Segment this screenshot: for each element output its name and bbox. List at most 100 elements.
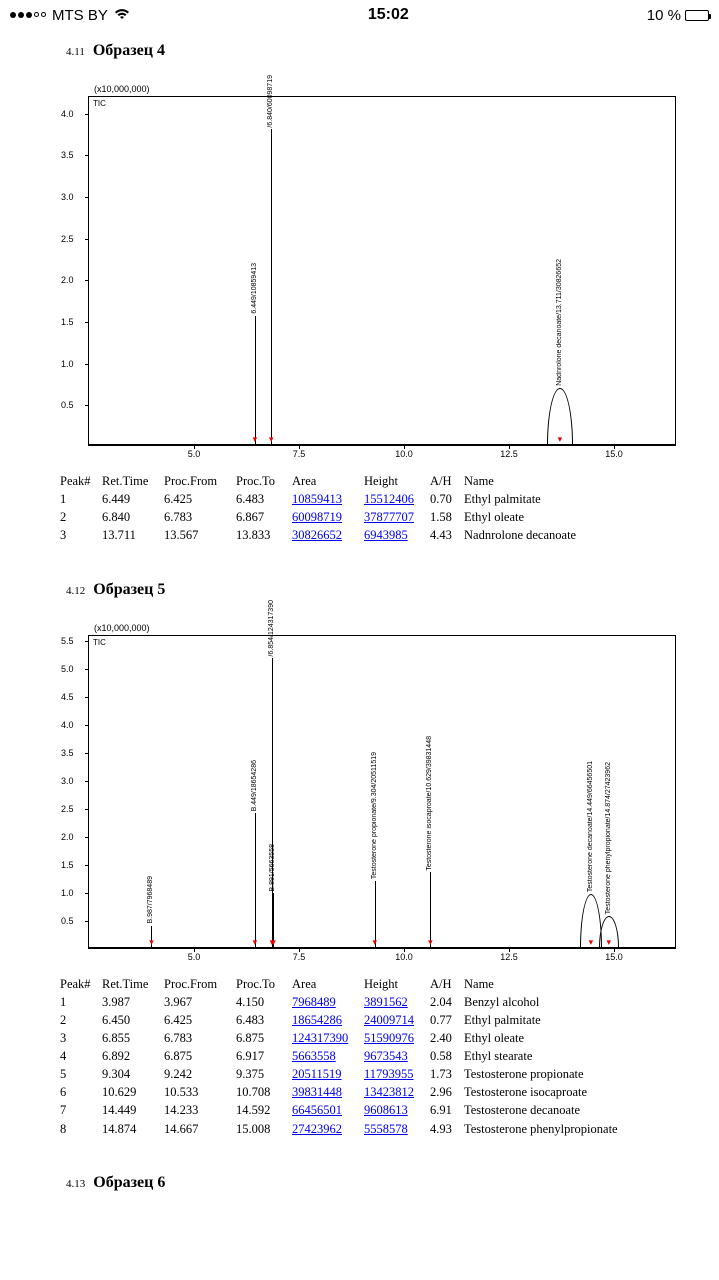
table-2-cell: 4.93 [430,1120,464,1138]
table-2-cell: Testosterone isocaproate [464,1083,659,1101]
chart-2-marker-7: ▾ [606,937,611,948]
chart-2-xtick: 10.0 [395,952,413,962]
status-time: 15:02 [368,6,409,24]
table-2: Peak# Ret.Time Proc.From Proc.To Area He… [60,975,659,1138]
battery-pct: 10 % [647,7,681,24]
chart-1-marker-0: ▾ [253,434,258,445]
wifi-icon [114,7,130,24]
table-2-cell[interactable]: 24009714 [364,1011,430,1029]
chart-1-xtick: 5.0 [188,449,201,459]
table-2-cell: 6.875 [164,1047,236,1065]
table-2-cell[interactable]: 39831448 [292,1083,364,1101]
chart-1-ytick: 1.0 [61,359,74,369]
table-2-cell: 2.96 [430,1083,464,1101]
table-2-row: 714.44914.23314.5926645650196086136.91Te… [60,1101,659,1119]
table-1-cell: 6.483 [236,490,292,508]
chart-2-marker-5: ▾ [428,937,433,948]
chart-2-peak-label-5: Testosterone isocaproate/10.629/39831448 [426,736,433,871]
table-1-cell: 6.425 [164,490,236,508]
table-2-cell: 15.008 [236,1120,292,1138]
table-2-cell[interactable]: 5663558 [292,1047,364,1065]
table-2-cell: Testosterone decanoate [464,1101,659,1119]
table-2-cell[interactable]: 7968489 [292,993,364,1011]
chart-1-peak-label-2: Nadnrolone decanoate/13.711/30826652 [556,259,563,386]
chart-2-peak-label-4: Testosterone propionate/9.304/20511519 [371,752,378,879]
section-title-4-11: 4.11 Образец 4 [66,42,659,60]
table-2-cell[interactable]: 3891562 [364,993,430,1011]
table-2-cell: 3.987 [102,993,164,1011]
section-title-4-12: 4.12 Образец 5 [66,581,659,599]
chart-2-ytick: 4.5 [61,692,74,702]
chart-2-ytick: 4.0 [61,720,74,730]
table-1-cell: 3 [60,526,102,544]
table-1-cell[interactable]: 37877707 [364,508,430,526]
table-2-cell: 5 [60,1065,102,1083]
table-1-cell: 13.567 [164,526,236,544]
table-2-cell: Testosterone phenylpropionate [464,1120,659,1138]
table-2-cell[interactable]: 27423962 [292,1120,364,1138]
table-2-row: 610.62910.53310.70839831448134238122.96T… [60,1083,659,1101]
table-2-cell: 14.874 [102,1120,164,1138]
table-2-row: 26.4506.4256.48318654286240097140.77Ethy… [60,1011,659,1029]
table-2-cell: Ethyl palmitate [464,1011,659,1029]
table-1-cell[interactable]: 6943985 [364,526,430,544]
table-2-cell: 10.533 [164,1083,236,1101]
table-2-cell: 1 [60,993,102,1011]
table-2-cell: 1.73 [430,1065,464,1083]
table-2-cell: 6.425 [164,1011,236,1029]
table-2-cell[interactable]: 9673543 [364,1047,430,1065]
table-2-cell[interactable]: 5558578 [364,1120,430,1138]
table-2-cell[interactable]: 9608613 [364,1101,430,1119]
table-1-cell: 13.711 [102,526,164,544]
table-2-cell: 6.450 [102,1011,164,1029]
table-2-cell: 6.917 [236,1047,292,1065]
chart-2-ytick: 3.0 [61,776,74,786]
table-2-cell[interactable]: 51590976 [364,1029,430,1047]
chart-1-peak-label-1: /6.840/60098719 [267,75,274,128]
chart-2-ytick: 5.5 [61,636,74,646]
table-2-cell[interactable]: 13423812 [364,1083,430,1101]
table-2-cell: 2.04 [430,993,464,1011]
chart-2-marker-4: ▾ [373,937,378,948]
chart-1-xtick: 7.5 [293,449,306,459]
table-1-cell[interactable]: 10859413 [292,490,364,508]
table-2-cell[interactable]: 11793955 [364,1065,430,1083]
table-2-cell: Testosterone propionate [464,1065,659,1083]
table-1: Peak# Ret.Time Proc.From Proc.To Area He… [60,472,659,545]
page-content: 4.11 Образец 4 (x10,000,000) TIC 0.51.01… [0,42,719,1192]
table-2-row: 13.9873.9674.150796848938915622.04Benzyl… [60,993,659,1011]
status-right: 10 % [647,7,709,24]
table-2-cell: 14.667 [164,1120,236,1138]
table-1-cell[interactable]: 15512406 [364,490,430,508]
table-1-cell: 6.840 [102,508,164,526]
table-1-cell[interactable]: 60098719 [292,508,364,526]
table-2-cell: 9.304 [102,1065,164,1083]
chart-1-peak-1 [271,129,272,445]
carrier-label: MTS BY [52,7,108,24]
table-1-cell: Ethyl palmitate [464,490,659,508]
table-2-cell: 9.242 [164,1065,236,1083]
chart-1-ytick: 3.0 [61,192,74,202]
table-2-cell: 6.783 [164,1029,236,1047]
table-2-cell: 14.233 [164,1101,236,1119]
table-1-cell: 0.70 [430,490,464,508]
table-1-cell[interactable]: 30826652 [292,526,364,544]
table-1-cell: 4.43 [430,526,464,544]
table-2-cell[interactable]: 124317390 [292,1029,364,1047]
chart-2-peak-label-1: B.449/18654286 [251,760,258,811]
table-2-cell[interactable]: 66456501 [292,1101,364,1119]
table-2-cell[interactable]: 18654286 [292,1011,364,1029]
signal-dots-icon [10,12,46,18]
chart-2-scale-label: (x10,000,000) [94,623,150,633]
table-2-row: 46.8926.8756.917566355896735430.58Ethyl … [60,1047,659,1065]
table-2-cell: 2 [60,1011,102,1029]
chart-2-peak-1 [255,813,256,948]
section-title-4-13: 4.13 Образец 6 [66,1174,659,1192]
table-1-cell: 1 [60,490,102,508]
table-2-cell: Benzyl alcohol [464,993,659,1011]
chart-1-xtick: 10.0 [395,449,413,459]
chart-1-peak-label-0: 6.449/10859413 [251,263,258,314]
table-2-cell[interactable]: 20511519 [292,1065,364,1083]
table-1-cell: 6.449 [102,490,164,508]
table-2-cell: 10.629 [102,1083,164,1101]
